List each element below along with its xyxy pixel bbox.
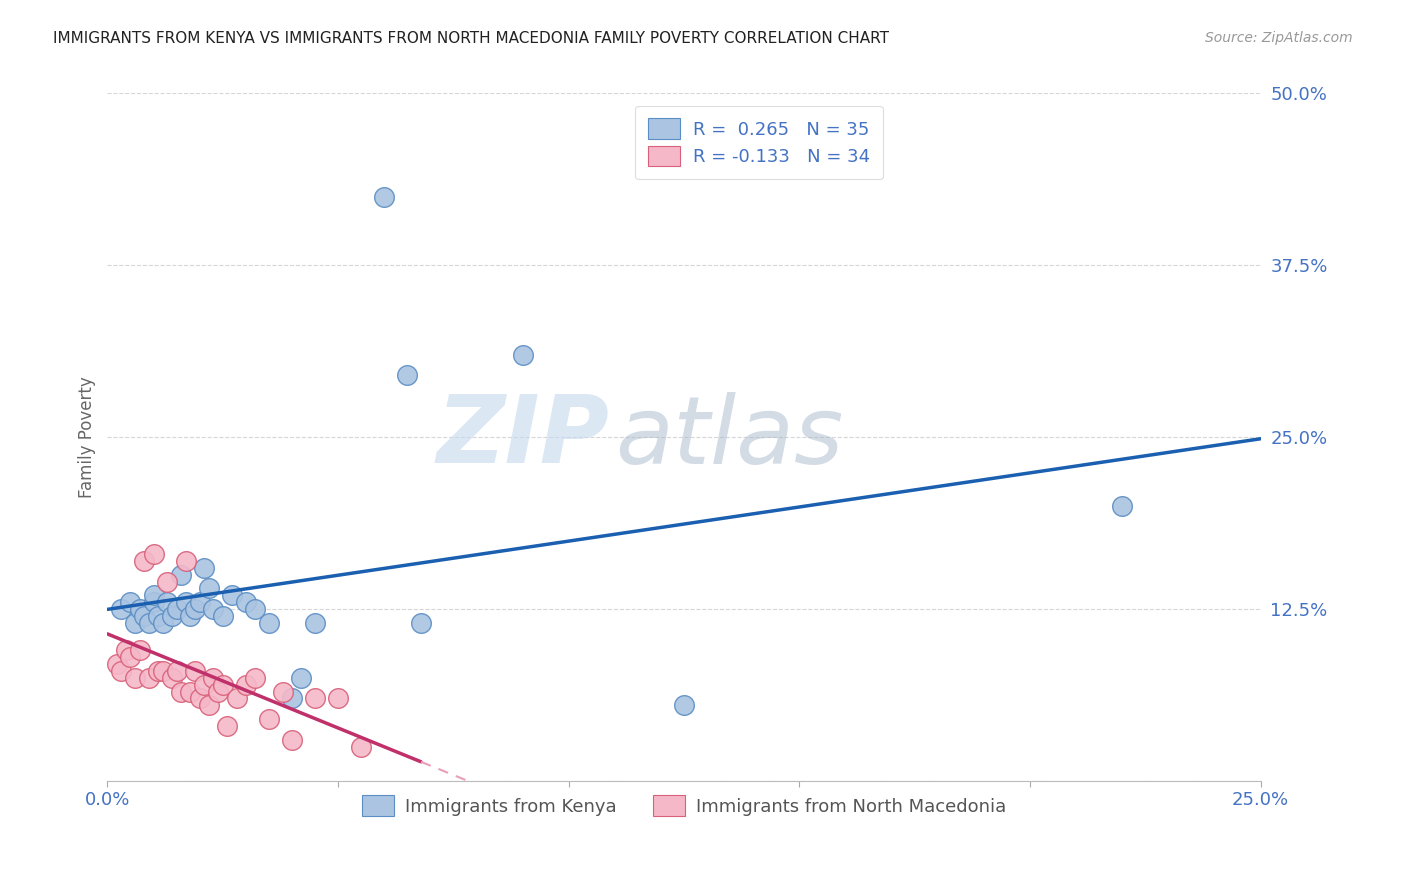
Point [271, 684, 294, 698]
Point [120, 595, 142, 609]
Point [304, 615, 326, 630]
Point [152, 664, 174, 678]
Point [105, 657, 128, 672]
Point [202, 602, 225, 616]
Point [188, 595, 211, 609]
Point [207, 684, 229, 698]
Point [211, 678, 233, 692]
Point [281, 691, 304, 706]
Point [281, 732, 304, 747]
Point [146, 664, 169, 678]
Point [134, 609, 156, 624]
Point [110, 602, 132, 616]
Point [184, 664, 207, 678]
Point [198, 698, 221, 713]
Point [156, 595, 179, 609]
Point [221, 588, 243, 602]
Text: atlas: atlas [614, 392, 844, 483]
Point [225, 691, 247, 706]
Point [243, 602, 266, 616]
Y-axis label: Family Poverty: Family Poverty [79, 376, 96, 498]
Point [160, 609, 183, 624]
Point [235, 595, 257, 609]
Point [146, 609, 169, 624]
Point [257, 712, 280, 726]
Point [235, 678, 257, 692]
Point [152, 615, 174, 630]
Point [170, 567, 193, 582]
Point [134, 554, 156, 568]
Point [243, 671, 266, 685]
Point [672, 698, 695, 713]
Point [193, 561, 215, 575]
Point [202, 671, 225, 685]
Point [193, 678, 215, 692]
Text: Source: ZipAtlas.com: Source: ZipAtlas.com [1205, 31, 1353, 45]
Point [257, 615, 280, 630]
Point [166, 664, 188, 678]
Point [179, 609, 201, 624]
Point [110, 664, 132, 678]
Point [290, 671, 312, 685]
Point [166, 602, 188, 616]
Legend: Immigrants from Kenya, Immigrants from North Macedonia: Immigrants from Kenya, Immigrants from N… [354, 789, 1014, 823]
Point [188, 691, 211, 706]
Point [120, 650, 142, 665]
Point [304, 691, 326, 706]
Point [211, 609, 233, 624]
Point [174, 595, 197, 609]
Point [138, 671, 160, 685]
Point [184, 602, 207, 616]
Point [142, 595, 165, 609]
Point [114, 643, 136, 657]
Point [409, 615, 432, 630]
Point [217, 719, 239, 733]
Point [142, 547, 165, 561]
Point [170, 684, 193, 698]
Point [373, 189, 395, 203]
Point [198, 582, 221, 596]
Point [512, 348, 534, 362]
Point [128, 643, 150, 657]
Text: IMMIGRANTS FROM KENYA VS IMMIGRANTS FROM NORTH MACEDONIA FAMILY POVERTY CORRELAT: IMMIGRANTS FROM KENYA VS IMMIGRANTS FROM… [53, 31, 890, 46]
Point [160, 671, 183, 685]
Point [179, 684, 201, 698]
Text: ZIP: ZIP [436, 392, 609, 483]
Point [396, 368, 419, 383]
Point [174, 554, 197, 568]
Point [124, 671, 146, 685]
Point [138, 615, 160, 630]
Point [124, 615, 146, 630]
Point [142, 588, 165, 602]
Point [1111, 499, 1133, 513]
Point [128, 602, 150, 616]
Point [350, 739, 373, 754]
Point [326, 691, 349, 706]
Point [156, 574, 179, 589]
